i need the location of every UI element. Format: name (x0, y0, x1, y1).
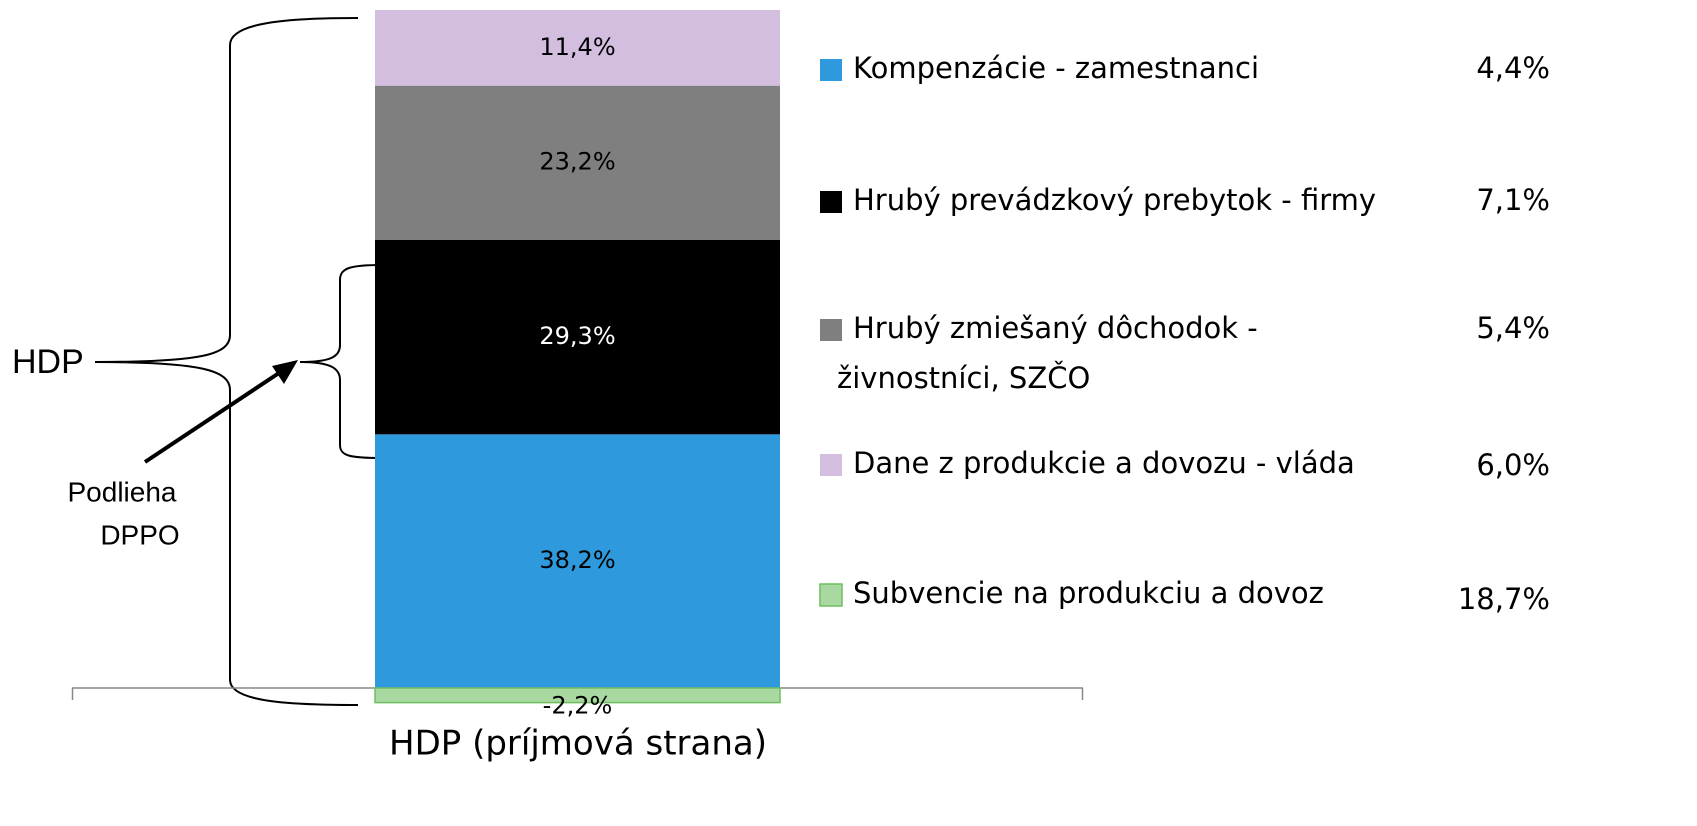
legend-label: Dane z produkcie a dovozu - vláda (853, 446, 1355, 480)
legend-label: Hrubý zmiešaný dôchodok - (853, 311, 1258, 345)
data-label: 11,4% (539, 33, 615, 61)
brace-total (94, 17, 359, 706)
bar-segment (375, 239, 780, 435)
bar-segment (375, 434, 780, 688)
data-label: 23,2% (539, 148, 615, 176)
annotation-taxed: DPPO (100, 519, 179, 550)
legend-label: Subvencie na produkciu a dovoz (853, 576, 1324, 610)
data-label: -2,2% (543, 692, 613, 720)
arrow-head (272, 360, 298, 384)
side-value: 5,4% (1476, 311, 1550, 345)
bar-segment (375, 85, 780, 240)
annotation-total: HDP (12, 343, 84, 381)
bar-segment (374, 687, 781, 704)
side-value: 7,1% (1476, 183, 1550, 217)
side-value: 6,0% (1476, 448, 1550, 482)
arrow-shaft (143, 365, 290, 464)
legend-swatch (820, 59, 842, 81)
legend-swatch (820, 319, 842, 341)
brace-taxed (299, 264, 383, 459)
side-value: 18,7% (1458, 582, 1550, 616)
legend-swatch (819, 583, 843, 607)
legend-label: Hrubý prevádzkový prebytok - firmy (853, 183, 1376, 217)
x-tick-label: HDP (príjmová strana) (389, 724, 767, 764)
legend-label: živnostníci, SZČO (837, 361, 1090, 395)
data-label: 29,3% (539, 322, 615, 350)
legend-swatch (820, 454, 842, 476)
legend-label: Kompenzácie - zamestnanci (853, 51, 1259, 85)
legend-swatch (820, 191, 842, 213)
bar-segment (375, 10, 780, 86)
annotation-taxed: Podlieha (68, 476, 177, 507)
data-label: 38,2% (539, 546, 615, 574)
side-value: 4,4% (1476, 51, 1550, 85)
